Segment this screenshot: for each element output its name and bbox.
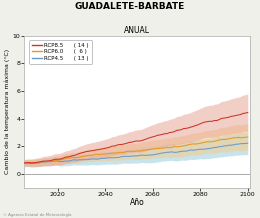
Text: © Agencia Estatal de Meteorología: © Agencia Estatal de Meteorología	[3, 213, 71, 217]
Title: ANUAL: ANUAL	[124, 26, 150, 35]
Text: GUADALETE-BARBATE: GUADALETE-BARBATE	[75, 2, 185, 11]
X-axis label: Año: Año	[130, 198, 145, 207]
Y-axis label: Cambio de la temperatura máxima (°C): Cambio de la temperatura máxima (°C)	[4, 49, 10, 174]
Legend: RCP8.5      ( 14 ), RCP6.0      (  6 ), RCP4.5      ( 13 ): RCP8.5 ( 14 ), RCP6.0 ( 6 ), RCP4.5 ( 13…	[29, 40, 92, 64]
